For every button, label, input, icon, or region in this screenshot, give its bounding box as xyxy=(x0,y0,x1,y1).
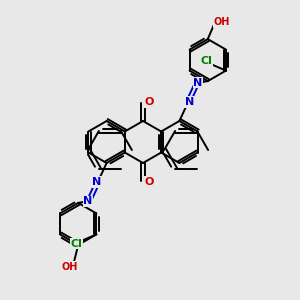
Text: O: O xyxy=(144,97,154,107)
Text: Cl: Cl xyxy=(200,56,212,66)
Text: N: N xyxy=(83,196,92,206)
Text: N: N xyxy=(92,177,101,187)
Text: Cl: Cl xyxy=(71,239,83,249)
Text: OH: OH xyxy=(62,262,78,272)
Text: N: N xyxy=(194,78,203,88)
Text: OH: OH xyxy=(214,17,230,27)
Text: N: N xyxy=(184,97,194,107)
Text: O: O xyxy=(144,177,154,187)
